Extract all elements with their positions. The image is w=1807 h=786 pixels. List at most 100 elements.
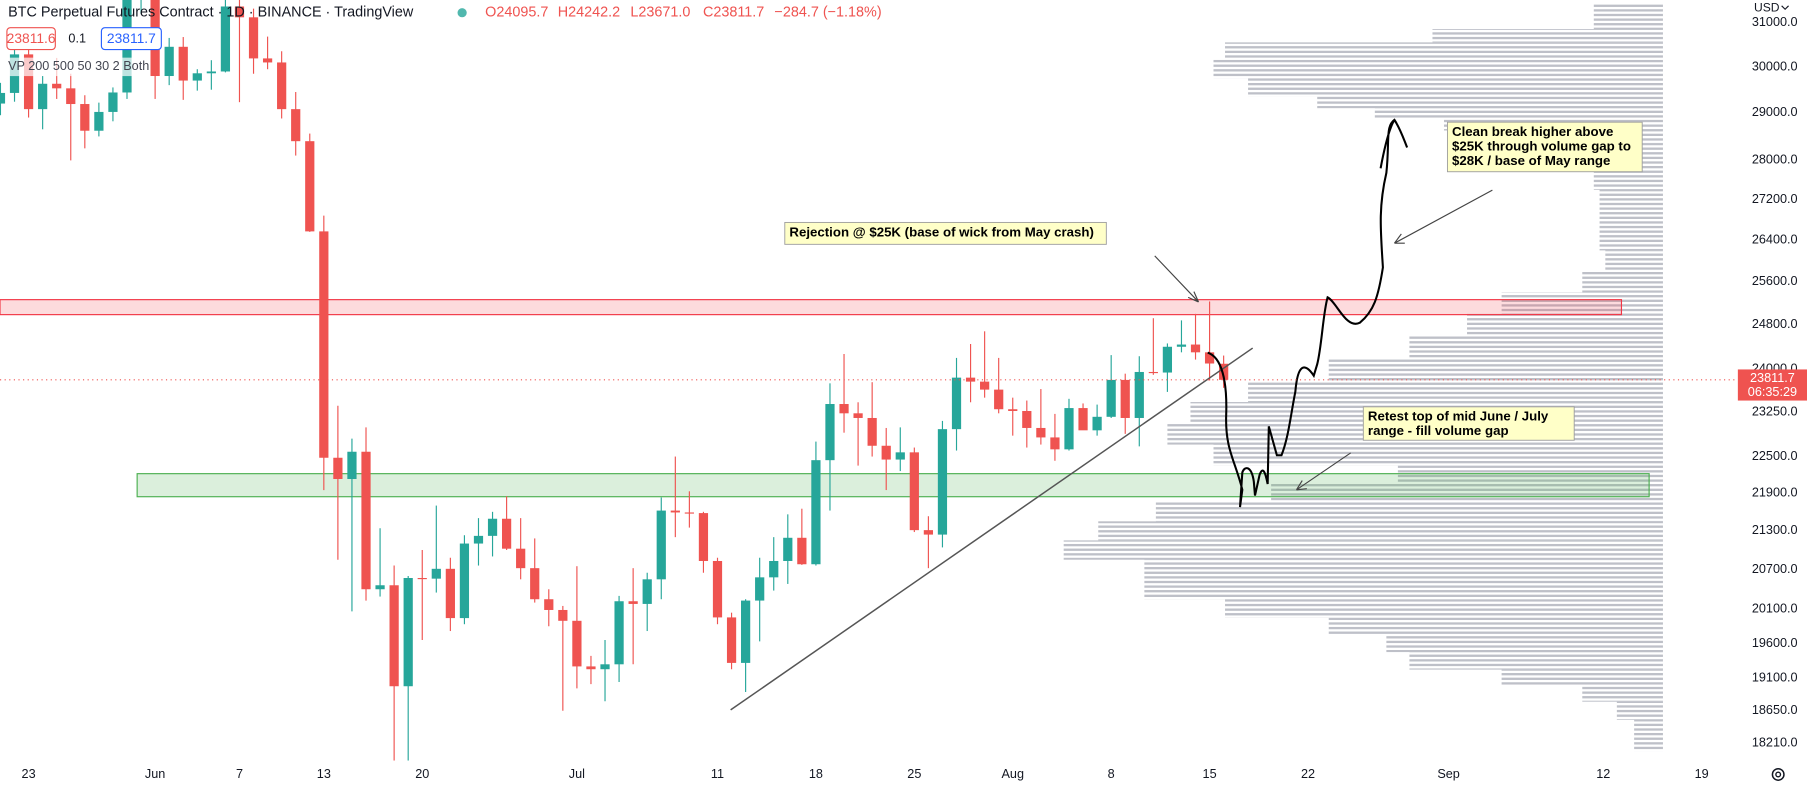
candle-body	[234, 6, 245, 18]
candle-body	[811, 460, 821, 565]
volume-bar	[1593, 16, 1663, 30]
candle-body	[361, 451, 371, 590]
x-tick-label: 11	[711, 767, 724, 781]
candle-body	[783, 537, 793, 561]
candle-body	[1120, 379, 1130, 418]
sell-box[interactable]	[6, 27, 56, 51]
volume-bar	[1634, 719, 1663, 737]
annotation-text: Clean break higher above	[1452, 124, 1613, 139]
candle-body	[80, 104, 90, 131]
chart-title: BTC Perpetual Futures Contract · 1D · BI…	[8, 4, 414, 20]
currency[interactable]: USD	[1754, 0, 1780, 14]
volume-bar	[1213, 57, 1663, 79]
candle-body	[487, 518, 498, 536]
candle-body	[108, 92, 118, 112]
arrows	[1154, 189, 1493, 491]
projection-path	[1207, 118, 1409, 508]
x-tick-label: Aug	[1001, 767, 1024, 781]
volume-bar	[1605, 250, 1663, 272]
candle-body	[1064, 408, 1074, 450]
candle-body	[262, 58, 273, 63]
x-tick-label: 8	[1108, 767, 1115, 781]
y-tick-label: 31000.0	[1752, 15, 1798, 29]
volume-bar	[1213, 444, 1663, 466]
candle-body	[572, 620, 582, 667]
candle-body	[825, 404, 835, 461]
y-tick-label: 24800.0	[1752, 317, 1798, 331]
volume-bar	[1599, 189, 1663, 210]
volume-bar	[1225, 599, 1663, 618]
volume-bar	[1317, 96, 1663, 109]
candle-body	[403, 578, 413, 687]
open-value: O24095.7	[485, 4, 548, 20]
x-tick-label: 13	[317, 767, 331, 781]
candle-body	[192, 73, 202, 81]
candle-body	[712, 560, 723, 618]
candle-body	[1176, 344, 1187, 347]
volume-bar	[1063, 540, 1663, 560]
y-tick-label: 27200.0	[1752, 192, 1798, 206]
volume-bar	[1248, 78, 1663, 97]
candle-body	[1190, 344, 1201, 353]
volume-bar	[1225, 42, 1663, 58]
y-tick-label: 29000.0	[1752, 105, 1798, 119]
candle-body	[1050, 437, 1060, 450]
volume-bar	[1409, 652, 1663, 670]
x-tick-label: 7	[236, 767, 243, 781]
candle-body	[684, 512, 694, 514]
annotation-text: range - fill volume gap	[1368, 423, 1509, 438]
candle-body	[1219, 363, 1229, 380]
candle-body	[600, 664, 610, 670]
volume-bar	[1616, 701, 1663, 720]
y-tick-label: 23250.0	[1752, 404, 1798, 418]
candle-body	[670, 510, 680, 513]
x-tick-label: 18	[809, 767, 823, 781]
x-tick-label: 23	[22, 767, 36, 781]
candle-body	[867, 417, 877, 446]
candle-body	[1204, 352, 1215, 364]
candle-body	[459, 543, 470, 619]
support-zone	[136, 473, 1650, 498]
candle-body	[1148, 371, 1158, 374]
bid-price: 23811.6	[7, 30, 56, 46]
candle-body	[1008, 409, 1018, 411]
candle-body	[1022, 410, 1032, 428]
candle-body	[769, 560, 779, 578]
volume-bar	[1328, 357, 1663, 381]
x-tick-label: Jun	[145, 767, 165, 781]
gear	[1771, 767, 1785, 781]
candle-body	[923, 530, 934, 535]
annotation-box	[1362, 406, 1575, 441]
annotation-text: $28K / base of May range	[1452, 153, 1610, 168]
volume-bar	[1467, 313, 1663, 336]
close-value: C23811.7	[703, 4, 764, 20]
volume-bar	[1374, 108, 1663, 119]
volume-bar	[1582, 685, 1663, 702]
resistance-zone	[0, 299, 1623, 316]
buy-box[interactable]	[100, 27, 162, 51]
last-price-text: 23811.7	[1750, 371, 1795, 385]
y-tick-label: 25600.0	[1752, 274, 1798, 288]
candle-body	[642, 579, 652, 604]
volume-bar	[1271, 483, 1663, 503]
volume-bar	[1599, 209, 1663, 230]
candle-body	[291, 109, 301, 142]
annotation-box	[1446, 121, 1643, 173]
candle-body	[937, 429, 948, 535]
candle-body	[23, 54, 34, 110]
volume-bar	[1409, 335, 1663, 358]
candle-body	[164, 46, 174, 77]
candle-body	[1092, 416, 1102, 431]
status-dot	[457, 8, 467, 18]
annotation-text: Retest top of mid June / July	[1368, 409, 1549, 424]
settings-icon[interactable]	[1771, 767, 1785, 781]
y-tick-label: 19600.0	[1752, 636, 1798, 650]
candle-body	[1134, 371, 1144, 418]
annotations: Rejection @ $25K (base of wick from May …	[784, 121, 1643, 441]
volume-bar	[1397, 465, 1663, 484]
indicator-label[interactable]: VP 200 500 50 30 2 Both	[8, 59, 149, 73]
candle-body	[94, 111, 104, 131]
candle-body	[1106, 379, 1116, 417]
volume-bar	[1432, 29, 1663, 43]
